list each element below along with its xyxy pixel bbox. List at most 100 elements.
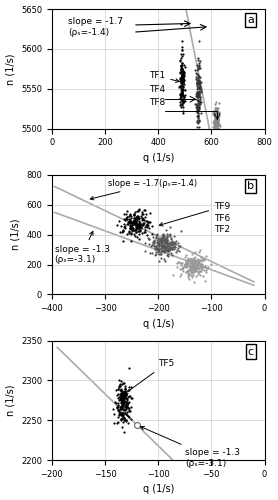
Point [170,246,175,254]
Point [182,97,187,105]
Point [188,263,192,271]
Point [132,210,136,218]
Point [197,88,201,96]
Point [130,224,135,232]
Point [117,383,121,391]
Point [213,104,218,112]
Point [195,92,200,100]
Point [120,395,125,403]
Point [127,218,132,226]
Point [180,71,185,79]
Point [172,242,177,250]
Point [145,222,149,230]
Point [181,78,186,86]
Point [129,404,133,411]
Point [198,88,203,96]
Point [142,216,147,224]
Point [162,238,167,246]
Point [187,256,191,264]
Point [122,215,126,223]
Point [215,124,219,132]
Point [212,124,217,132]
Point [180,85,185,93]
Point [120,380,124,388]
Point [196,264,201,272]
Point [179,76,183,84]
Point [195,130,200,138]
Point [214,106,218,114]
Point [203,278,207,285]
Point [180,78,185,86]
Point [196,106,200,114]
Point [197,90,201,98]
Point [196,92,200,100]
Point [193,252,197,260]
Point [180,96,184,104]
Point [212,116,217,124]
X-axis label: q (1/s): q (1/s) [143,484,174,494]
Point [196,64,200,72]
Point [128,219,132,227]
Point [179,64,184,72]
Point [178,56,182,64]
Point [180,50,185,58]
Point [197,99,201,107]
Point [120,397,124,405]
Point [195,266,199,274]
Point [131,210,136,218]
Point [124,394,129,402]
Point [214,124,218,132]
Point [182,86,187,94]
Point [123,402,127,410]
Point [167,246,172,254]
Point [214,118,218,126]
Point [210,110,215,118]
Point [177,266,182,274]
Point [192,264,196,272]
Point [164,246,168,254]
Point [195,118,200,126]
Point [198,84,202,92]
Point [137,220,141,228]
Point [135,222,140,230]
Point [213,120,218,128]
Point [120,397,124,405]
Point [189,263,194,271]
Point [197,98,201,106]
Point [125,230,129,237]
Point [196,72,200,80]
Point [119,409,124,417]
Point [145,217,150,225]
Point [135,220,139,228]
Point [163,257,167,265]
Point [193,262,198,270]
Point [194,75,198,83]
Point [159,254,163,262]
Point [216,108,220,116]
Point [142,206,147,214]
Point [195,70,200,78]
Point [177,98,182,106]
Point [197,90,201,98]
Point [121,396,126,404]
Point [153,242,158,250]
Point [196,74,200,82]
Point [181,80,186,88]
Point [167,244,172,252]
Point [189,272,193,280]
Point [165,250,170,258]
Point [190,254,195,262]
Point [168,244,173,252]
Point [132,214,136,222]
Text: slope = -1.3
(ρₛ=-3.1): slope = -1.3 (ρₛ=-3.1) [54,232,110,264]
Point [135,220,139,228]
Point [182,72,187,80]
Point [178,69,182,77]
Point [173,237,178,245]
Point [166,248,170,256]
Point [196,98,201,106]
Point [118,408,122,416]
Point [196,84,200,92]
Point [186,271,191,279]
Point [181,96,186,104]
